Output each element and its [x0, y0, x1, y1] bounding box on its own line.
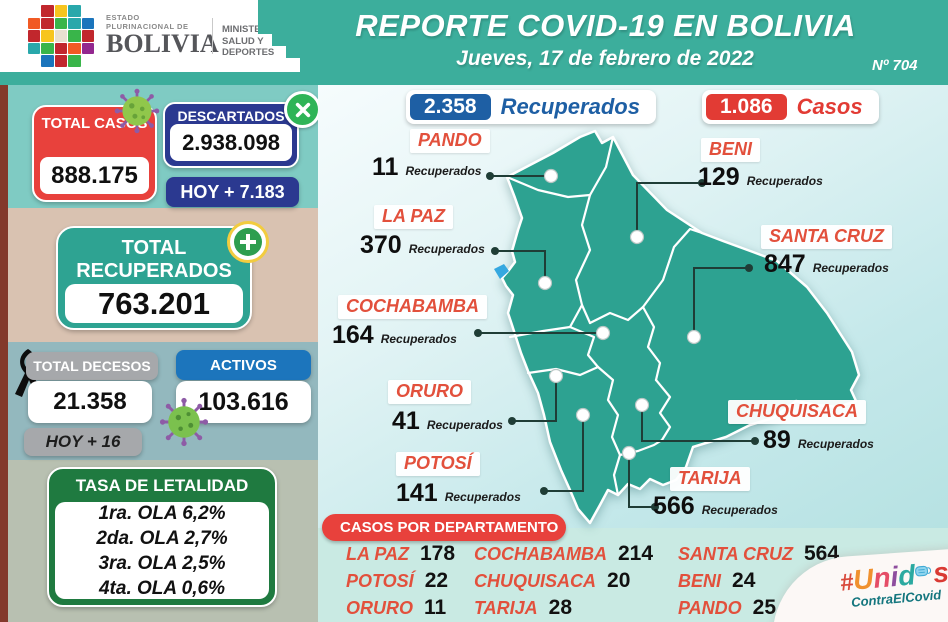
tasa-letalidad-card: TASA DE LETALIDAD 1ra. OLA 6,2% 2da. OLA… [47, 467, 277, 607]
tasa-row-3: 3ra. OLA 2,5% [98, 552, 226, 574]
total-decesos-value: 21.358 [28, 381, 152, 423]
total-recuperados-value: 763.201 [65, 284, 243, 323]
country-shape [500, 129, 861, 525]
descartados-card: DESCARTADOS 2.938.098 [163, 102, 299, 168]
decesos-today-badge: HOY + 16 [24, 428, 142, 456]
dept-recovered-row: 129 Recuperados [698, 163, 823, 191]
ministry-block: ESTADO PLURINACIONAL DE BOLIVIA [106, 13, 219, 58]
case-row: CHUQUISACA 20 [474, 569, 631, 592]
dept-recovered-row: 566 Recuperados [653, 492, 778, 520]
lake-titicaca-icon [494, 264, 509, 279]
total-recuperados-label: TOTAL RECUPERADOS [76, 237, 232, 282]
tasa-letalidad-title: TASA DE LETALIDAD [75, 476, 249, 495]
tasa-letalidad-body: 1ra. OLA 6,2% 2da. OLA 2,7% 3ra. OLA 2,5… [55, 502, 269, 599]
virus-icon [159, 397, 209, 447]
case-row: COCHABAMBA 214 [474, 542, 654, 565]
activos-label: ACTIVOS [176, 350, 311, 380]
cases-column-3: SANTA CRUZ 564 BENI 24 PANDO 25 [678, 542, 839, 619]
total-casos-label: TOTAL CASOS [41, 115, 148, 132]
face-mask-icon [915, 565, 932, 577]
case-row: POTOSÍ 22 [346, 569, 449, 592]
connector-lines [478, 175, 755, 508]
page-title: REPORTE COVID-19 EN BOLIVIA [355, 8, 856, 43]
case-row: TARIJA 28 [474, 596, 573, 619]
casos-summary-badge: 1.086 Casos [702, 90, 879, 124]
descartados-value: 2.938.098 [170, 124, 292, 161]
dept-name-chip: ORURO [388, 380, 471, 404]
dept-recovered-row: 141 Recuperados [396, 479, 521, 507]
recuperados-count: 2.358 [410, 94, 491, 120]
total-decesos-label: TOTAL DECESOS [26, 352, 158, 380]
dept-recovered-row: 847 Recuperados [764, 250, 889, 278]
case-row: BENI 24 [678, 569, 756, 592]
dept-name-chip: BENI [701, 138, 761, 162]
dept-name-chip: LA PAZ [374, 205, 453, 229]
dept-name-chip: POTOSÍ [396, 452, 480, 476]
casos-label: Casos [796, 94, 863, 119]
department-markers [537, 168, 702, 461]
connector-end-dots [474, 172, 759, 511]
case-row: ORURO 11 [346, 596, 447, 619]
dept-recovered-row: 89 Recuperados [763, 426, 874, 454]
dept-recovered-row: 164 Recuperados [332, 321, 457, 349]
unidos-contra-el-covid-logo: #Unid s ContraElCovid [818, 556, 948, 613]
casos-count: 1.086 [706, 94, 787, 120]
dept-name-chip: SANTA CRUZ [761, 225, 892, 249]
dept-recovered-row: 11 Recuperados [372, 153, 482, 181]
plus-icon [227, 221, 269, 263]
bolivia-logo-mosaic-icon [28, 5, 94, 67]
recuperados-label: Recuperados [500, 94, 640, 119]
total-casos-value: 888.175 [40, 157, 149, 194]
recuperados-summary-badge: 2.358 Recuperados [406, 90, 656, 124]
case-row: PANDO 25 [678, 596, 777, 619]
bolivia-map [474, 129, 861, 525]
total-recuperados-card: TOTAL RECUPERADOS 763.201 [56, 226, 252, 330]
dept-name-chip: COCHABAMBA [338, 295, 487, 319]
descartados-today-badge: HOY + 7.183 [166, 177, 299, 207]
report-date: Jueves, 17 de febrero de 2022 [456, 47, 754, 70]
map-panel: 2.358 Recuperados 1.086 Casos PANDO 11 Re… [318, 85, 948, 622]
case-row: LA PAZ 178 [346, 542, 456, 565]
department-borders [505, 135, 704, 497]
dept-recovered-row: 370 Recuperados [360, 231, 485, 259]
discarded-x-icon [284, 91, 321, 128]
divider [212, 18, 213, 54]
report-number: Nº 704 [872, 57, 918, 74]
cases-by-department-title: CASOS POR DEPARTAMENTO [322, 514, 566, 541]
virus-icon [114, 88, 160, 134]
tasa-row-1: 1ra. OLA 6,2% [98, 502, 226, 524]
government-logo-box: ESTADO PLURINACIONAL DE BOLIVIA MINISTER… [0, 0, 300, 72]
ministry-department-label: MINISTERIO DE SALUD Y DEPORTES [222, 24, 294, 58]
descartados-label: DESCARTADOS [177, 108, 285, 124]
left-accent-stripe [0, 85, 8, 622]
dept-name-chip: TARIJA [670, 467, 750, 491]
activos-value: 103.616 [176, 381, 311, 423]
ministry-small-label: ESTADO PLURINACIONAL DE [106, 13, 189, 31]
cases-column-1: LA PAZ 178 POTOSÍ 22 ORURO 11 [346, 542, 455, 619]
dept-name-chip: CHUQUISACA [728, 400, 867, 424]
cases-column-2: COCHABAMBA 214 CHUQUISACA 20 TARIJA 28 [474, 542, 653, 619]
dept-recovered-row: 41 Recuperados [392, 407, 503, 435]
unidos-wordmark: #Unid s [838, 556, 948, 597]
case-row: SANTA CRUZ 564 [678, 542, 840, 565]
dept-name-chip: PANDO [410, 129, 490, 153]
tasa-row-4: 4ta. OLA 0,6% [98, 577, 225, 599]
tasa-row-2: 2da. OLA 2,7% [96, 527, 228, 549]
ministry-name-label: BOLIVIA [106, 29, 219, 58]
